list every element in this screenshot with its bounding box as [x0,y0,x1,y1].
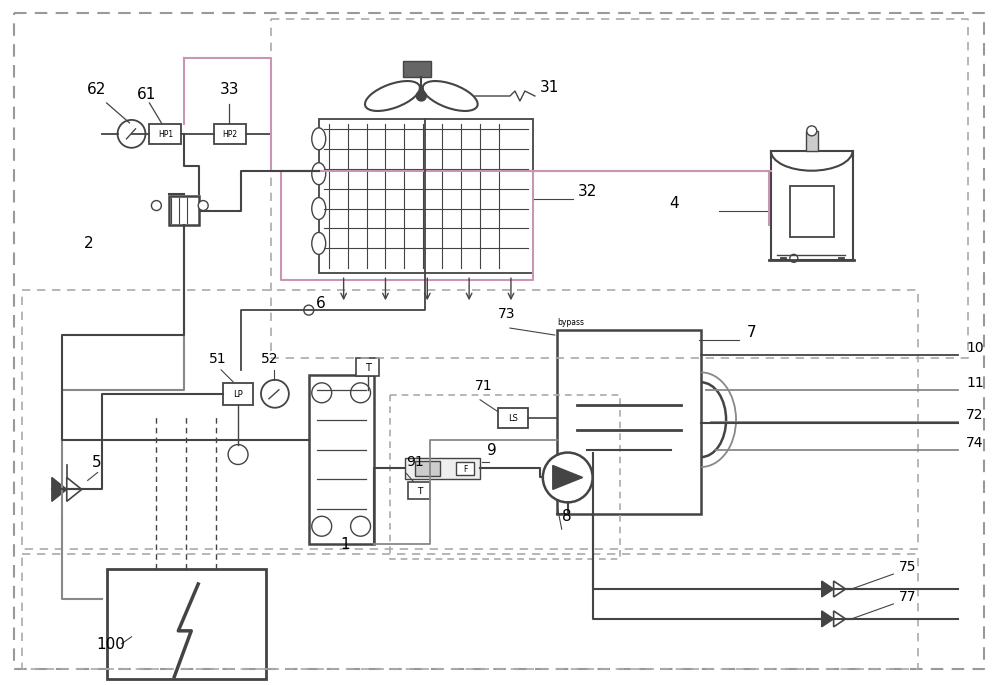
Text: 4: 4 [669,195,679,210]
FancyBboxPatch shape [408,482,430,499]
FancyBboxPatch shape [223,383,253,405]
Ellipse shape [423,81,478,111]
FancyBboxPatch shape [806,131,818,151]
Text: 72: 72 [966,408,984,422]
FancyBboxPatch shape [498,408,528,427]
Polygon shape [67,477,82,501]
Text: 11: 11 [966,376,984,390]
Circle shape [228,445,248,464]
Circle shape [312,383,332,403]
FancyBboxPatch shape [149,124,181,144]
Text: 32: 32 [578,184,597,199]
FancyBboxPatch shape [557,330,701,514]
Circle shape [807,126,817,136]
Polygon shape [834,581,846,597]
Text: T: T [365,363,370,373]
Text: 8: 8 [562,509,571,524]
Text: 61: 61 [137,87,156,102]
Text: 62: 62 [87,82,106,97]
Polygon shape [822,611,834,627]
FancyBboxPatch shape [403,61,431,77]
Circle shape [261,380,289,408]
Polygon shape [834,611,846,627]
Text: 1: 1 [341,537,350,552]
Text: 6: 6 [316,296,326,311]
Text: 2: 2 [84,236,93,251]
FancyBboxPatch shape [356,358,379,376]
Circle shape [151,201,161,210]
Text: T: T [417,487,422,496]
FancyBboxPatch shape [107,569,266,679]
Polygon shape [822,581,834,597]
FancyBboxPatch shape [771,151,853,260]
Text: 9: 9 [487,443,497,458]
Ellipse shape [312,128,326,150]
Text: 31: 31 [540,80,559,95]
Ellipse shape [312,232,326,254]
Text: LP: LP [233,390,243,399]
Text: LS: LS [508,414,518,423]
Text: 91: 91 [406,456,424,469]
Text: 73: 73 [498,307,516,321]
Circle shape [304,305,314,315]
Text: 52: 52 [261,352,278,366]
Polygon shape [52,477,67,501]
Ellipse shape [365,81,420,111]
Text: HP2: HP2 [223,130,238,139]
Text: HP1: HP1 [158,130,173,139]
Circle shape [543,453,593,502]
Ellipse shape [312,163,326,185]
Circle shape [312,516,332,536]
Text: 7: 7 [747,325,757,340]
Ellipse shape [312,197,326,219]
Circle shape [351,516,371,536]
Circle shape [416,91,426,101]
Text: 100: 100 [97,637,126,651]
Circle shape [118,120,145,148]
FancyBboxPatch shape [790,186,834,238]
Text: 77: 77 [898,590,916,604]
FancyBboxPatch shape [456,462,474,475]
FancyBboxPatch shape [309,375,374,544]
Text: 5: 5 [92,456,101,471]
Text: F: F [463,465,467,474]
Text: 33: 33 [219,82,239,97]
FancyBboxPatch shape [415,460,440,477]
FancyBboxPatch shape [214,124,246,144]
FancyBboxPatch shape [405,458,480,480]
Circle shape [351,383,371,403]
Text: 74: 74 [966,436,984,449]
Text: 51: 51 [209,352,227,366]
Text: 75: 75 [898,560,916,574]
Text: bypass: bypass [557,318,584,327]
FancyBboxPatch shape [319,119,533,273]
Text: 10: 10 [966,341,984,355]
FancyBboxPatch shape [169,196,199,225]
Polygon shape [553,466,583,489]
Text: 71: 71 [475,379,493,393]
Circle shape [790,254,798,262]
Circle shape [198,201,208,210]
